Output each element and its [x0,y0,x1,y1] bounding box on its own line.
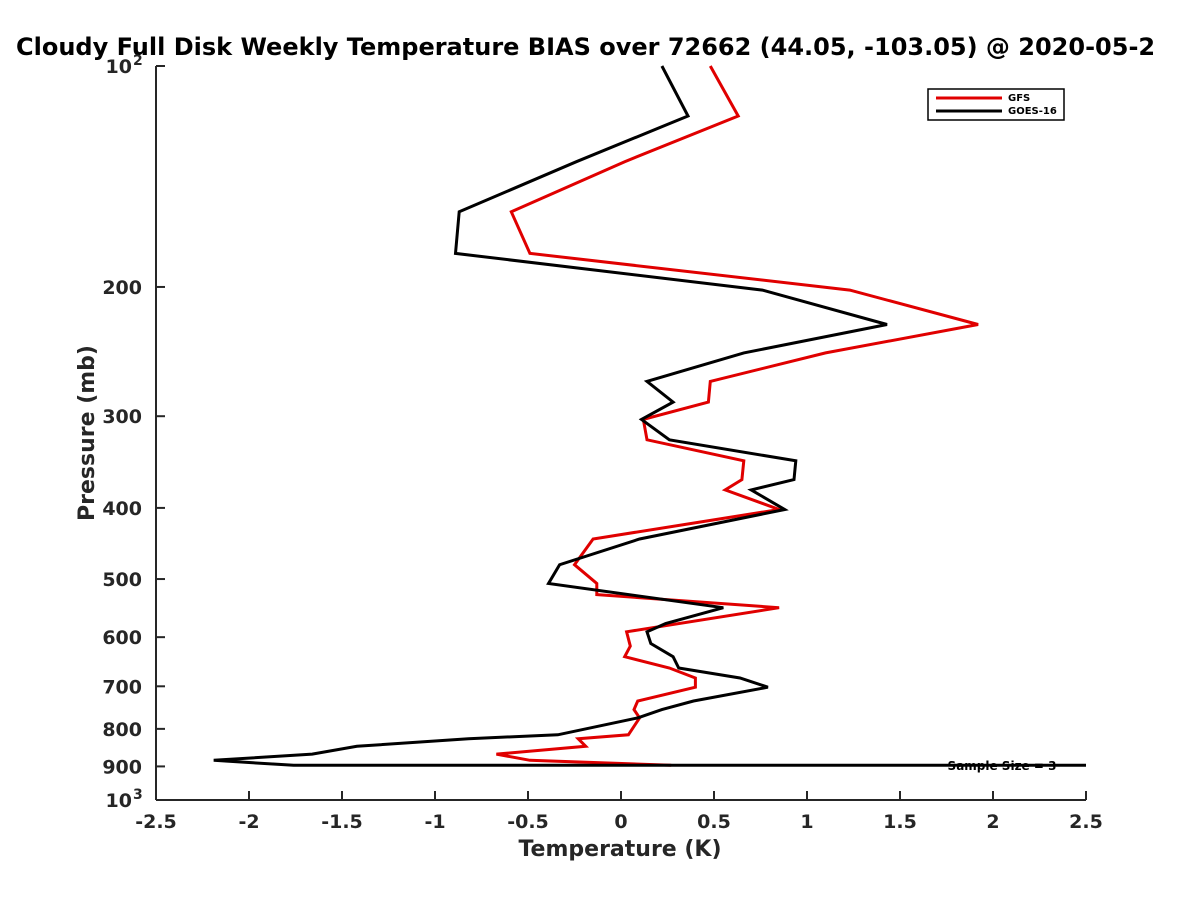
x-tick-label: -2.5 [135,811,177,833]
x-tick-label: -1.5 [321,811,363,833]
x-tick-label: 1 [800,811,813,833]
y-axis-label: Pressure (mb) [75,345,100,521]
series-line-goes16 [213,65,1086,767]
series-layer [213,65,1086,767]
x-axis-ticks: -2.5 -2 -1.5 -1 -0.5 0 0.5 1 1.5 2 2.5 [135,791,1103,833]
plot-area [155,66,1086,801]
y-tick-exponent: 2 [133,53,143,69]
x-tick-label: 1.5 [883,811,917,833]
x-tick-label: 0 [614,811,627,833]
y-tick-label: 200 [102,277,142,299]
legend-label-gfs: GFS [1008,93,1030,104]
sample-size-annotation: Sample Size = 3 [948,759,1057,773]
y-tick-label: 600 [102,627,142,649]
legend: GFS GOES-16 [927,88,1065,121]
x-tick-label: -2 [238,811,259,833]
y-tick-label: 10 [106,790,132,812]
y-tick-label: 400 [102,498,142,520]
y-tick-label: 10 [106,56,132,78]
x-tick-label: -0.5 [507,811,549,833]
x-tick-label: 2.5 [1069,811,1103,833]
x-tick-label: -1 [424,811,445,833]
y-tick-label: 900 [102,756,142,778]
x-tick-label: 2 [986,811,999,833]
legend-box [927,88,1065,121]
series-line-gfs [496,65,979,767]
y-tick-label: 800 [102,719,142,741]
legend-label-goes16: GOES-16 [1008,106,1057,117]
y-tick-exponent: 3 [133,787,143,803]
y-tick-label: 300 [102,406,142,428]
x-tick-label: 0.5 [697,811,731,833]
y-tick-label: 500 [102,569,142,591]
x-axis-label: Temperature (K) [518,837,721,862]
y-tick-label: 700 [102,676,142,698]
chart-title: Cloudy Full Disk Weekly Temperature BIAS… [16,33,1155,61]
